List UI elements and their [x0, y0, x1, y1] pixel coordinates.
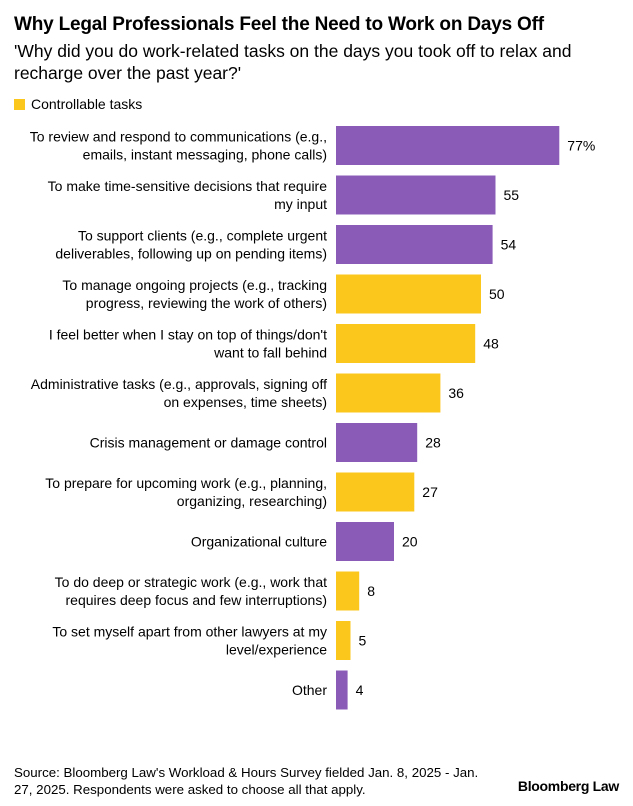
category-label-line: Administrative tasks (e.g., approvals, s…	[31, 376, 327, 392]
category-label-line: Crisis management or damage control	[90, 435, 327, 451]
category-label-line: To support clients (e.g., complete urgen…	[78, 228, 327, 244]
bar-chart: 77% To review and respond to communicatio…	[30, 126, 595, 710]
category-label-line: my input	[274, 196, 327, 212]
category-label-10: To set myself apart from other lawyers a…	[52, 624, 327, 658]
category-label-line: on expenses, time sheets)	[164, 394, 327, 410]
category-label-2: To support clients (e.g., complete urgen…	[55, 228, 327, 262]
value-label-4: 48	[483, 336, 499, 352]
value-label-7: 27	[422, 484, 438, 500]
category-label-line: To do deep or strategic work (e.g., work…	[55, 574, 327, 590]
bar-7	[336, 472, 415, 512]
bar-11	[336, 670, 348, 710]
category-label-line: To review and respond to communications …	[30, 129, 327, 145]
category-label-9: To do deep or strategic work (e.g., work…	[55, 574, 327, 608]
value-label-5: 36	[448, 385, 464, 401]
bar-3	[336, 274, 481, 314]
category-label-line: deliverables, following up on pending it…	[55, 246, 327, 262]
category-label-7: To prepare for upcoming work (e.g., plan…	[45, 475, 327, 509]
category-label-line: To prepare for upcoming work (e.g., plan…	[45, 475, 327, 491]
category-label-line: To set myself apart from other lawyers a…	[52, 624, 327, 640]
category-label-3: To manage ongoing projects (e.g., tracki…	[62, 277, 327, 311]
bar-6	[336, 423, 418, 462]
value-label-6: 28	[425, 435, 441, 451]
legend-label-controllable: Controllable tasks	[31, 96, 143, 112]
value-label-3: 50	[489, 286, 505, 302]
value-label-11: 4	[356, 682, 364, 698]
value-label-0: 77%	[567, 138, 595, 154]
category-label-line: requires deep focus and few interruption…	[66, 592, 327, 608]
bar-0	[336, 126, 560, 165]
bloomberg-law-logo: Bloomberg Law	[517, 778, 619, 794]
bar-1	[336, 175, 496, 215]
value-label-9: 8	[367, 583, 375, 599]
category-label-line: To make time-sensitive decisions that re…	[48, 178, 328, 194]
category-label-line: Organizational culture	[191, 534, 327, 550]
category-label-line: I feel better when I stay on top of thin…	[49, 327, 327, 343]
category-label-line: level/experience	[226, 642, 327, 658]
value-label-2: 54	[501, 237, 517, 253]
category-label-line: To manage ongoing projects (e.g., tracki…	[62, 277, 327, 293]
legend-swatch-controllable	[14, 98, 25, 110]
legend: Controllable tasks	[14, 95, 142, 113]
category-label-0: To review and respond to communications …	[30, 129, 327, 163]
source-note: Source: Bloomberg Law's Workload & Hours…	[14, 765, 479, 797]
category-label-6: Crisis management or damage control	[90, 435, 327, 451]
bar-8	[336, 522, 394, 561]
category-label-1: To make time-sensitive decisions that re…	[48, 178, 328, 212]
value-label-1: 55	[504, 187, 520, 203]
bar-2	[336, 225, 493, 264]
bar-4	[336, 324, 476, 363]
category-label-line: emails, instant messaging, phone calls)	[83, 147, 327, 163]
bar-5	[336, 373, 441, 413]
category-label-11: Other	[292, 682, 327, 698]
chart-title: Why Legal Professionals Feel the Need to…	[14, 14, 544, 35]
category-label-5: Administrative tasks (e.g., approvals, s…	[31, 376, 327, 410]
category-label-4: I feel better when I stay on top of thin…	[49, 327, 327, 361]
value-label-8: 20	[402, 534, 418, 550]
category-label-line: want to fall behind	[213, 345, 327, 361]
bar-9	[336, 571, 360, 611]
chart-subtitle: 'Why did you do work-related tasks on th…	[14, 41, 572, 83]
category-label-8: Organizational culture	[191, 534, 327, 550]
value-label-10: 5	[359, 633, 367, 649]
category-label-line: organizing, researching)	[177, 493, 327, 509]
category-label-line: progress, reviewing the work of others)	[86, 295, 327, 311]
category-label-line: Other	[292, 682, 327, 698]
bar-10	[336, 621, 351, 660]
